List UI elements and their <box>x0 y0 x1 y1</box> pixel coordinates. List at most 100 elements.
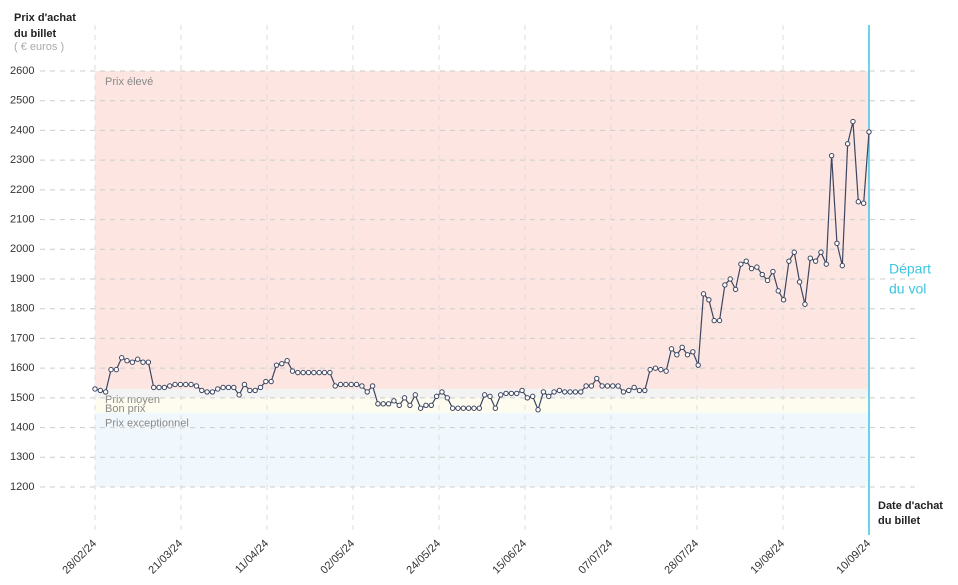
price-point <box>215 386 221 392</box>
price-point <box>551 389 557 395</box>
price-point <box>145 359 152 365</box>
price-point <box>487 393 493 400</box>
y-tick-label: 1300 <box>10 451 34 463</box>
price-point <box>706 297 712 303</box>
band-label: Prix moyen <box>105 394 160 406</box>
price-point <box>642 387 648 394</box>
price-point <box>759 271 765 278</box>
price-point <box>578 389 584 395</box>
price-point <box>583 383 589 389</box>
price-point <box>652 365 659 371</box>
price-point <box>412 392 418 398</box>
y-tick-label: 2100 <box>10 213 34 225</box>
price-point <box>167 383 173 389</box>
price-point <box>754 264 760 270</box>
price-point <box>572 389 579 395</box>
price-point <box>241 381 248 388</box>
y-tick-label: 1500 <box>10 392 34 404</box>
price-point <box>690 349 696 355</box>
price-point <box>391 398 397 404</box>
band-label: Bon prix <box>105 403 146 415</box>
price-point <box>812 258 819 264</box>
price-point <box>620 389 627 395</box>
price-point <box>780 297 787 303</box>
price-point <box>151 384 157 391</box>
y-tick-label: 2400 <box>10 124 34 136</box>
y-tick-label: 2300 <box>10 154 34 166</box>
price-point <box>695 362 701 368</box>
price-point <box>268 378 274 385</box>
price-point <box>220 384 226 391</box>
price-point <box>775 288 781 294</box>
price-band <box>95 397 869 413</box>
price-point <box>311 369 317 376</box>
x-tick-label: 28/07/24 <box>662 538 701 577</box>
price-point <box>535 407 541 413</box>
price-point <box>455 405 461 411</box>
price-point <box>700 291 707 297</box>
price-point <box>732 286 739 293</box>
price-point <box>476 405 483 411</box>
price-point <box>844 141 851 147</box>
price-point <box>513 390 520 397</box>
price-point <box>802 301 808 307</box>
price-point <box>743 258 749 264</box>
price-point <box>257 384 264 391</box>
x-tick-label: 21/03/24 <box>146 538 185 577</box>
price-point <box>636 387 643 394</box>
price-point <box>834 240 840 247</box>
price-point <box>727 276 733 282</box>
x-tick-label: 24/05/24 <box>404 538 443 577</box>
y-axis-unit: ( € euros ) <box>14 41 64 53</box>
price-point <box>305 369 312 376</box>
price-point <box>225 384 232 391</box>
price-point <box>289 368 296 374</box>
price-point <box>236 392 242 398</box>
x-tick-label: 10/09/24 <box>834 538 873 577</box>
price-point <box>332 383 338 389</box>
y-tick-label: 2500 <box>10 95 34 107</box>
price-point <box>546 393 552 400</box>
price-point <box>588 383 595 389</box>
departure-label: du vol <box>889 281 926 297</box>
y-tick-label: 1700 <box>10 332 34 344</box>
price-point <box>722 282 728 288</box>
price-point <box>113 366 120 373</box>
price-band <box>95 412 869 487</box>
price-point <box>850 118 856 125</box>
price-point <box>674 352 680 358</box>
price-point <box>417 405 424 411</box>
price-point <box>791 249 797 255</box>
price-point <box>177 381 184 388</box>
x-tick-label: 11/04/24 <box>233 538 271 576</box>
price-point <box>209 389 216 395</box>
band-label: Prix élevé <box>105 76 153 88</box>
price-point <box>172 381 178 388</box>
price-point <box>471 405 477 411</box>
price-point <box>764 277 771 284</box>
price-point <box>284 358 290 364</box>
departure-label: Départ <box>889 261 931 277</box>
price-point <box>508 390 515 397</box>
price-point <box>562 389 568 395</box>
price-point <box>428 402 434 408</box>
price-point <box>679 344 685 351</box>
price-point <box>92 386 98 392</box>
price-point <box>129 359 136 365</box>
x-tick-label: 19/08/24 <box>748 538 787 577</box>
price-point <box>102 389 109 395</box>
price-point <box>786 258 792 264</box>
price-point <box>748 265 755 272</box>
y-tick-label: 1200 <box>10 481 34 493</box>
price-point <box>716 317 723 324</box>
price-point <box>738 261 744 267</box>
price-point <box>668 346 675 352</box>
price-point <box>183 381 189 388</box>
price-point <box>594 375 600 382</box>
price-point <box>610 383 616 389</box>
price-point <box>631 384 637 391</box>
price-point <box>247 387 253 394</box>
price-point <box>353 381 360 388</box>
price-point <box>465 405 472 411</box>
y-tick-label: 2200 <box>10 184 34 196</box>
